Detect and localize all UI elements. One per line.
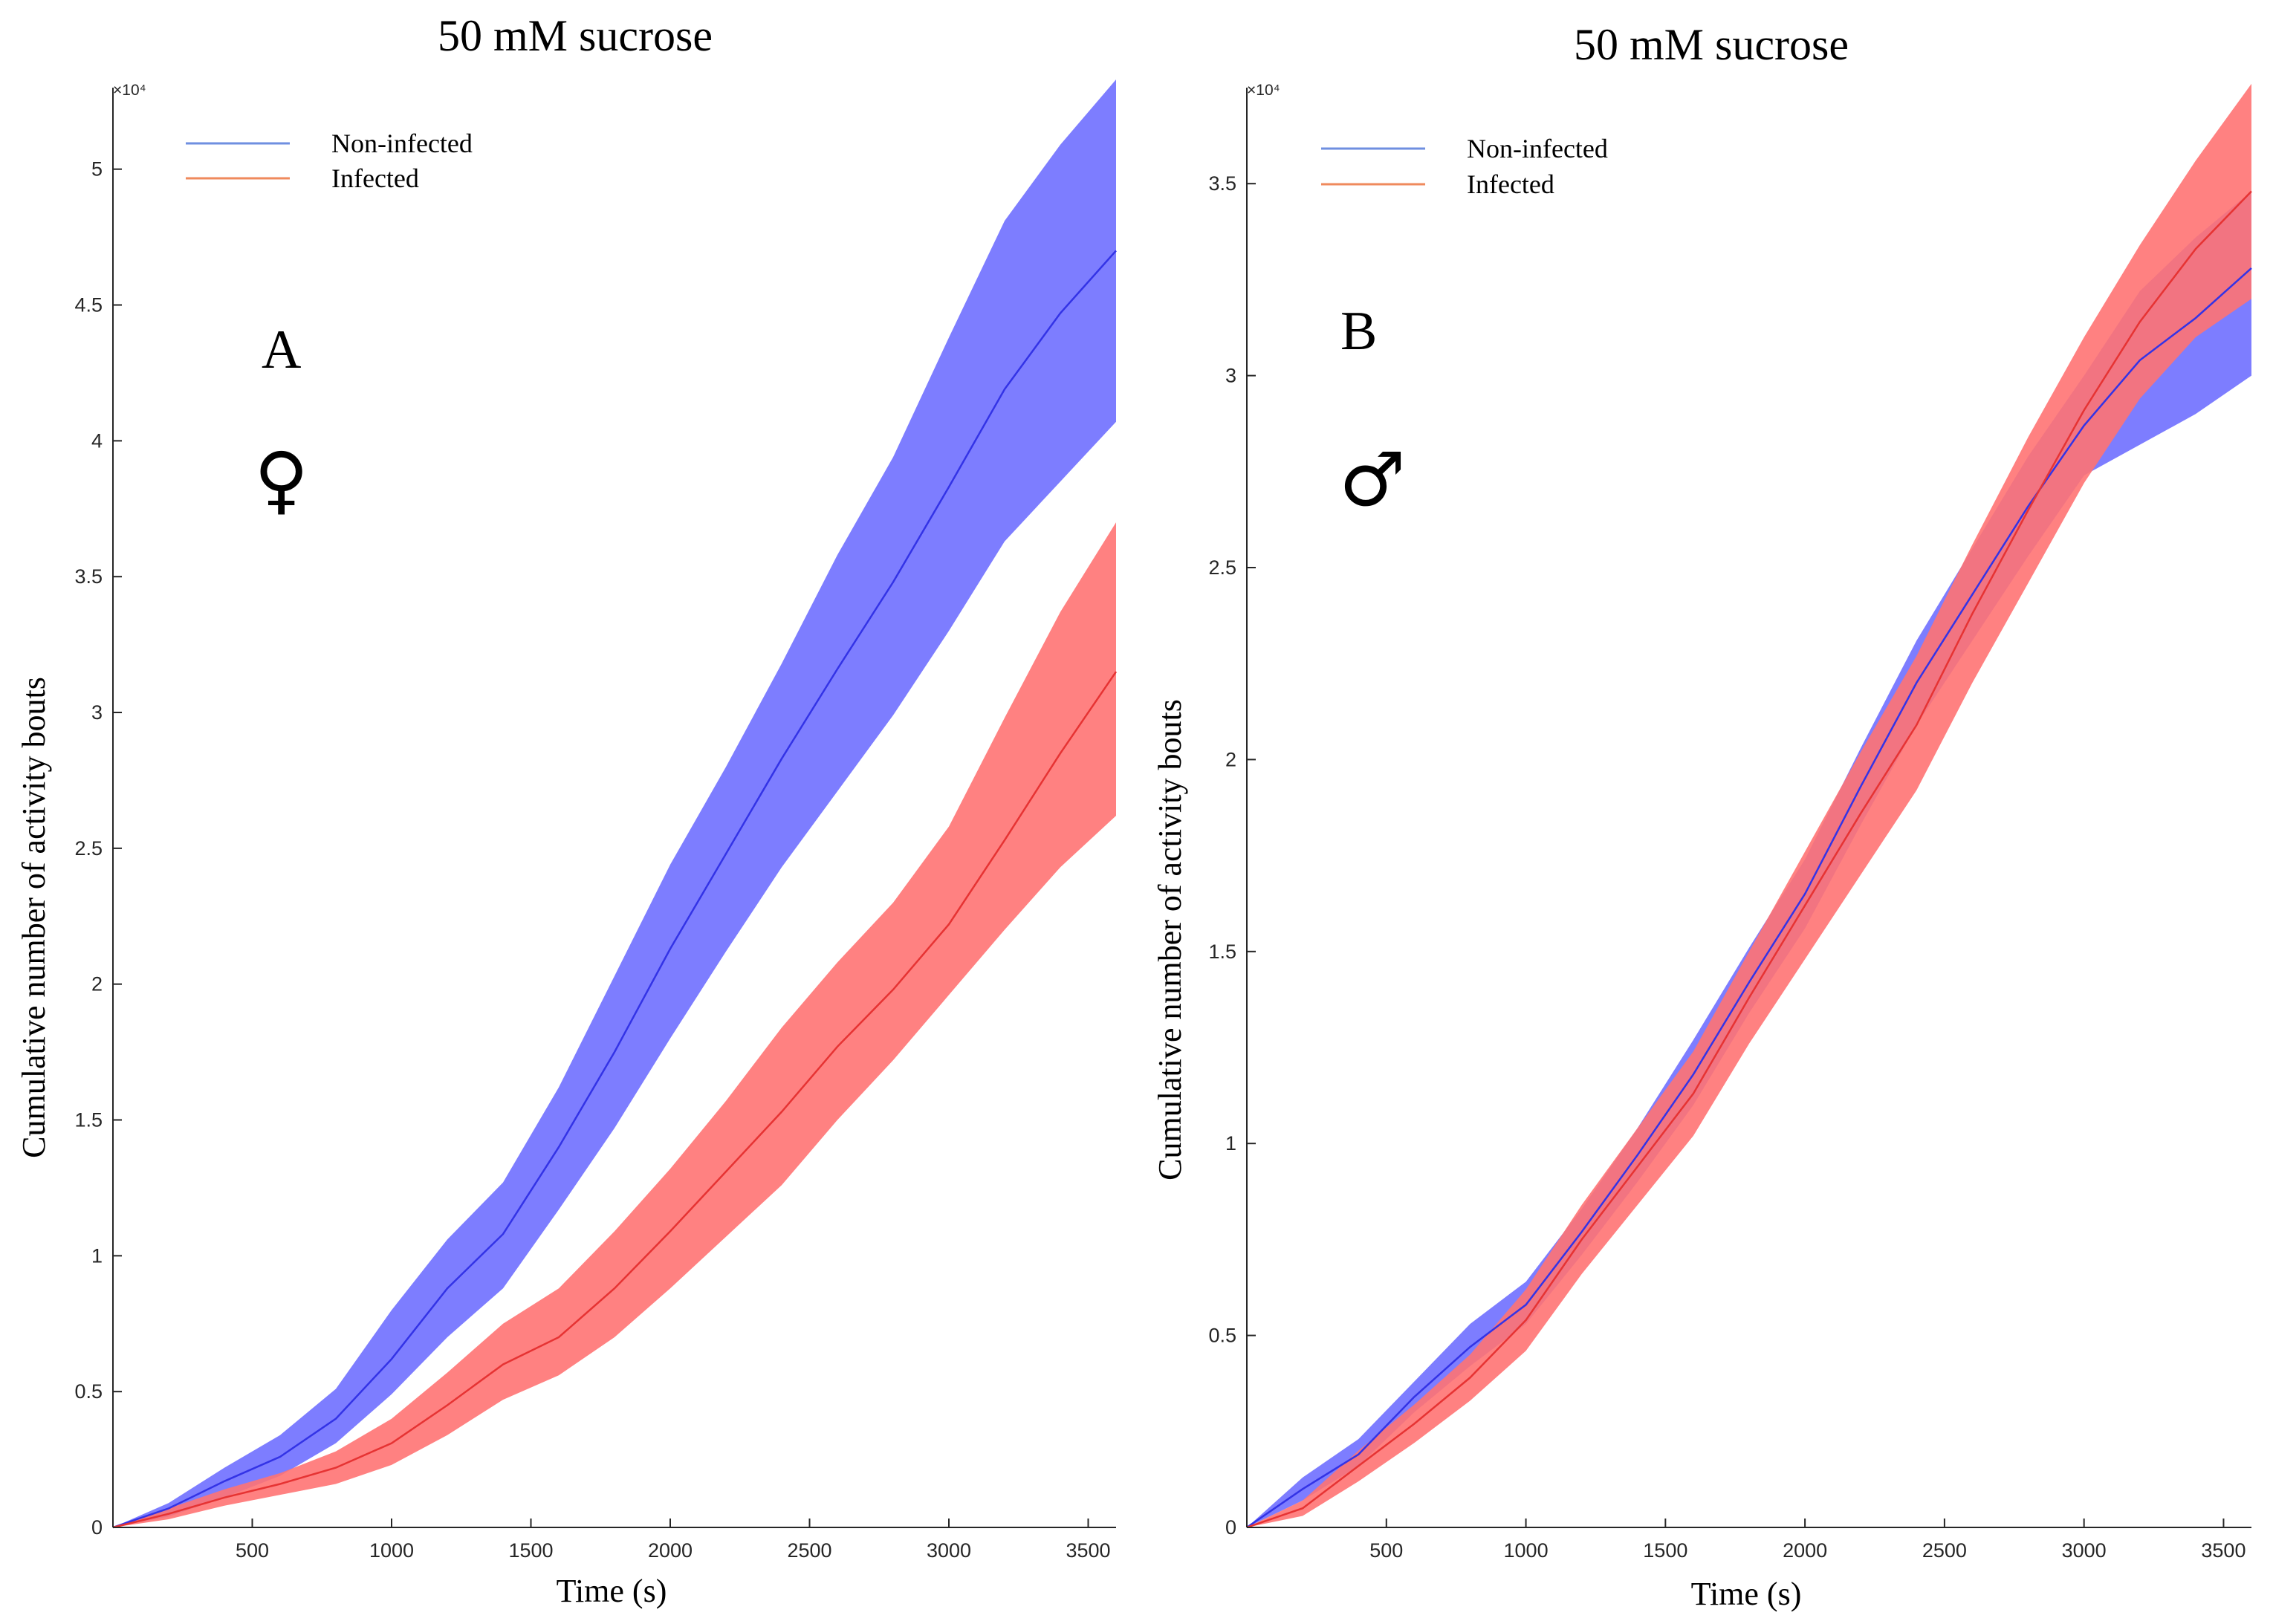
panel-a-yticks: 0 0.5 1 1.5 2 2.5 3 3.5 4 4.5 5: [74, 158, 122, 1539]
x-tick-label: 3500: [2201, 1539, 2246, 1562]
band-b-infected: [1247, 83, 2251, 1527]
panel-b-ylabel: Cumulative number of activity bouts: [1152, 699, 1188, 1180]
y-tick-label: 1: [91, 1244, 103, 1267]
y-tick-label: 1: [1225, 1132, 1236, 1154]
mean-line-b-infected: [1246, 190, 2252, 1529]
panel-b-axes: [1246, 88, 2251, 1528]
y-tick-label: 2.5: [74, 837, 103, 860]
mean-line-a-infected: [112, 671, 1118, 1529]
x-tick-label: 2000: [1783, 1539, 1827, 1562]
y-tick-label: 3: [1225, 365, 1236, 387]
band-a-noninfected: [113, 79, 1116, 1527]
x-tick-label: 3500: [1066, 1539, 1110, 1562]
y-tick-label: 0.5: [74, 1380, 103, 1403]
y-tick-label: 1.5: [1208, 941, 1236, 963]
panel-a-female-symbol: ♀: [254, 436, 308, 523]
legend-a-noninfected-label: Non-infected: [331, 129, 473, 158]
panel-b: 50 mM sucrose ×10⁴ 0 0.5 1 1.5 2 2.5 3 3.5 500 1…: [1152, 20, 2252, 1612]
x-tick-label: 1500: [508, 1539, 553, 1562]
panel-b-title: 50 mM sucrose: [1574, 20, 1849, 69]
y-tick-label: 4: [91, 429, 103, 452]
band-a-infected: [113, 522, 1116, 1527]
panel-a-title: 50 mM sucrose: [438, 11, 713, 60]
y-tick-label: 0: [1225, 1516, 1236, 1539]
legend-b-infected-label: Infected: [1467, 169, 1554, 199]
x-tick-label: 500: [236, 1539, 269, 1562]
y-tick-label: 2: [1225, 748, 1236, 770]
panel-b-yticks: 0 0.5 1 1.5 2 2.5 3 3.5: [1208, 172, 1256, 1539]
y-tick-label: 0.5: [1208, 1325, 1236, 1347]
panel-a-legend: Non-infected Infected: [186, 129, 473, 193]
y-tick-label: 4.5: [74, 294, 103, 316]
panel-a-letter: A: [262, 319, 301, 380]
panel-b-bands: [1247, 83, 2251, 1527]
y-tick-label: 3: [91, 701, 103, 724]
legend-b-noninfected-label: Non-infected: [1467, 134, 1608, 163]
x-tick-label: 3000: [927, 1539, 971, 1562]
panel-b-letter: B: [1340, 301, 1377, 362]
y-tick-label: 5: [91, 158, 103, 181]
x-tick-label: 500: [1369, 1539, 1403, 1562]
x-tick-label: 1000: [1504, 1539, 1549, 1562]
panel-b-lines: [1246, 190, 2252, 1529]
y-tick-label: 1.5: [74, 1109, 103, 1131]
panel-a-xticks: 500 1000 1500 2000 2500 3000 3500: [236, 1519, 1111, 1562]
y-tick-label: 2.5: [1208, 556, 1236, 579]
y-tick-label: 3.5: [74, 565, 103, 588]
legend-a-infected-label: Infected: [331, 163, 419, 193]
panel-a-xlabel: Time (s): [557, 1573, 667, 1609]
mean-line-b-noninfected: [1246, 267, 2252, 1529]
x-tick-label: 3000: [2062, 1539, 2107, 1562]
panel-a-ylabel: Cumulative number of activity bouts: [16, 677, 52, 1158]
x-tick-label: 2000: [648, 1539, 693, 1562]
x-tick-label: 1500: [1643, 1539, 1687, 1562]
panel-b-xlabel: Time (s): [1691, 1576, 1802, 1612]
panel-a: 50 mM sucrose ×10⁴ 0 0.5 1 1.5 2 2.5 3 3.5 4 4.5 5…: [16, 11, 1118, 1609]
y-tick-label: 2: [91, 973, 103, 995]
panel-a-y-exponent: ×10⁴: [113, 82, 146, 99]
y-tick-label: 3.5: [1208, 172, 1236, 195]
x-tick-label: 2500: [1922, 1539, 1967, 1562]
panel-a-bands: [113, 79, 1116, 1527]
panel-b-legend: Non-infected Infected: [1321, 134, 1608, 199]
mean-line-a-noninfected: [112, 250, 1117, 1529]
panel-b-xticks: 500 1000 1500 2000 2500 3000 3500: [1369, 1519, 2246, 1562]
panel-b-y-exponent: ×10⁴: [1247, 82, 1280, 99]
panel-b-male-symbol: ♂: [1339, 436, 1406, 523]
panel-a-lines: [112, 250, 1118, 1529]
x-tick-label: 1000: [369, 1539, 414, 1562]
y-tick-label: 0: [91, 1516, 103, 1539]
x-tick-label: 2500: [787, 1539, 831, 1562]
